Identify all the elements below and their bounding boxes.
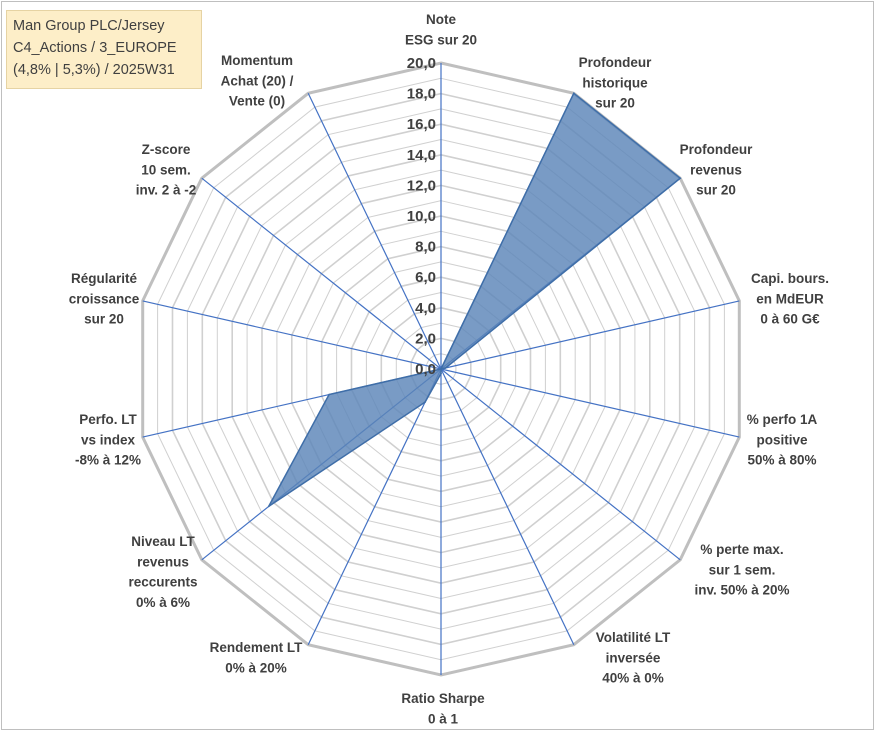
axis-spoke	[440, 368, 681, 561]
category-label: Capi. bours. en MdEUR 0 à 60 G€	[751, 271, 829, 327]
tick-label: 6,0	[415, 269, 436, 286]
category-label: Volatilité LT inversée 40% à 0%	[596, 630, 671, 686]
tick-label: 16,0	[407, 116, 436, 133]
category-label-line: ESG sur 20	[405, 32, 477, 47]
category-label-line: revenus	[137, 554, 189, 569]
title-line-3: (4,8% | 5,3%) / 2025W31	[13, 62, 175, 78]
category-label-line: historique	[582, 75, 648, 90]
data-point	[267, 505, 270, 508]
category-label-line: Profondeur	[680, 142, 753, 157]
category-label: Profondeur historique sur 20	[579, 55, 652, 111]
axis-spoke	[440, 368, 740, 438]
category-label-line: Note	[426, 12, 456, 27]
data-point	[328, 393, 330, 396]
category-label: Momentum Achat (20) / Vente (0)	[221, 53, 294, 109]
tick-label: 0,0	[415, 361, 436, 378]
category-label-line: sur 20	[696, 183, 736, 198]
category-label: Note ESG sur 20	[405, 12, 477, 47]
category-label-line: croissance	[69, 291, 140, 306]
category-label-line: Profondeur	[579, 55, 652, 70]
category-label-line: Régularité	[71, 271, 138, 286]
category-label-line: -8% à 12%	[75, 453, 141, 468]
category-label-line: vs index	[81, 432, 136, 447]
category-label-line: inversée	[606, 650, 661, 665]
category-label-line: 0% à 20%	[225, 660, 287, 675]
category-label-line: Vente (0)	[229, 94, 285, 109]
axis-spoke	[440, 368, 575, 645]
category-label: Profondeur revenus sur 20	[680, 142, 753, 198]
category-label-line: Volatilité LT	[596, 630, 671, 645]
category-label: Ratio Sharpe 0 à 1	[401, 691, 485, 726]
category-label-line: 10 sem.	[141, 162, 191, 177]
category-label-line: Ratio Sharpe	[401, 691, 485, 706]
category-label-line: sur 1 sem.	[709, 562, 776, 577]
tick-label: 12,0	[407, 177, 436, 194]
category-label-line: 0 à 1	[428, 711, 459, 726]
axis-spoke	[307, 368, 442, 645]
data-point	[679, 177, 681, 179]
category-label-line: reccurents	[128, 575, 197, 590]
title-line-2: C4_Actions / 3_EUROPE	[13, 40, 177, 56]
data-point	[573, 92, 575, 95]
category-label-line: % perfo 1A	[747, 412, 818, 427]
category-label-line: positive	[756, 432, 808, 447]
radar-series	[267, 92, 682, 508]
category-label: % perte max. sur 1 sem. inv. 50% à 20%	[694, 542, 789, 598]
category-label: Perfo. LT vs index -8% à 12%	[75, 412, 141, 468]
tick-label: 2,0	[415, 330, 436, 347]
category-label-line: 0% à 6%	[136, 595, 190, 610]
title-line-1: Man Group PLC/Jersey	[13, 18, 165, 34]
category-label-line: Perfo. LT	[79, 412, 137, 427]
category-label-line: Achat (20) /	[221, 73, 294, 88]
category-label-line: Capi. bours.	[751, 271, 829, 286]
category-label: Rendement LT 0% à 20%	[210, 640, 304, 675]
category-label-line: 40% à 0%	[602, 671, 664, 686]
category-label-line: en MdEUR	[756, 291, 824, 306]
tick-label: 14,0	[407, 147, 436, 164]
category-label-line: Z-score	[142, 142, 191, 157]
axis-spoke	[201, 177, 442, 370]
data-point	[440, 372, 442, 375]
data-point	[440, 368, 442, 370]
data-point	[444, 367, 447, 369]
category-label: Régularité croissance sur 20	[69, 271, 140, 327]
chart-title-box: Man Group PLC/Jersey C4_Actions / 3_EURO…	[6, 10, 202, 89]
tick-label: 8,0	[415, 239, 436, 256]
category-label-line: sur 20	[84, 312, 124, 327]
tick-label: 20,0	[407, 55, 436, 72]
axis-spoke	[440, 300, 740, 370]
series-area	[268, 92, 682, 508]
category-label: % perfo 1A positive 50% à 80%	[747, 412, 818, 468]
tick-label: 18,0	[407, 86, 436, 103]
data-point	[424, 401, 426, 403]
category-label: Z-score 10 sem. inv. 2 à -2	[136, 142, 197, 198]
category-label-line: % perte max.	[700, 542, 783, 557]
category-label-line: Niveau LT	[131, 534, 195, 549]
category-labels: Note ESG sur 20 Profondeur historique sur 20…	[69, 12, 829, 726]
radial-tick-labels: 0,0 2,0 4,0 6,0 8,0 10,0 12,0 14,0 16,0 18,0 20,0	[407, 55, 436, 378]
category-label-line: Rendement LT	[210, 640, 304, 655]
tick-label: 4,0	[415, 300, 436, 317]
category-label-line: inv. 50% à 20%	[694, 583, 789, 598]
category-label-line: inv. 2 à -2	[136, 183, 197, 198]
category-label: Niveau LT revenus reccurents 0% à 6%	[128, 534, 197, 610]
axis-spoke	[142, 300, 442, 370]
axis-spoke	[307, 93, 442, 370]
category-label-line: 50% à 80%	[747, 453, 816, 468]
category-label-line: revenus	[690, 162, 742, 177]
category-label-line: Momentum	[221, 53, 293, 68]
tick-label: 10,0	[407, 208, 436, 225]
category-label-line: 0 à 60 G€	[760, 312, 820, 327]
category-label-line: sur 20	[595, 96, 635, 111]
